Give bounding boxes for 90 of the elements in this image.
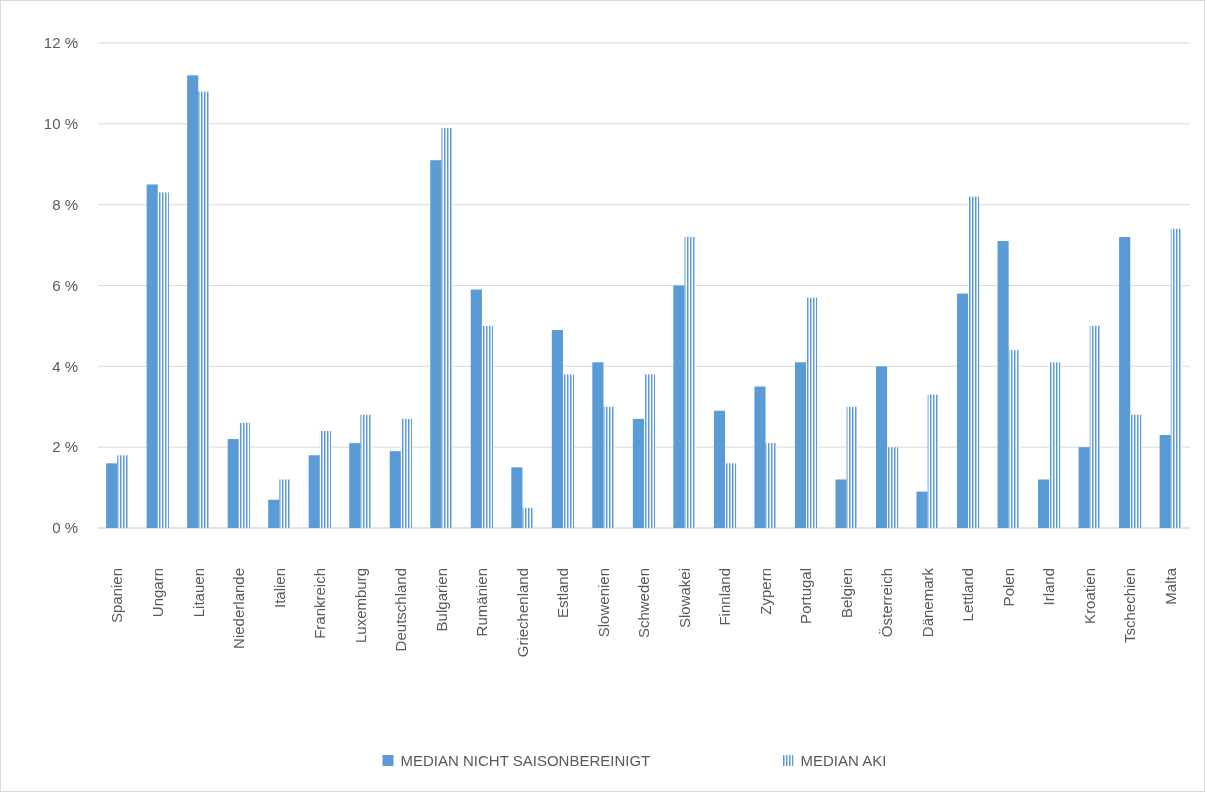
x-tick-label: Zypern [756, 568, 774, 615]
bar [562, 374, 575, 528]
bar [1170, 228, 1182, 528]
y-tick-label: 0 % [52, 519, 78, 537]
bar [187, 75, 199, 528]
x-tick-label: Slowenien [594, 568, 612, 638]
bar [1119, 237, 1131, 528]
x-tick-label: Polen [999, 568, 1017, 607]
bar [1078, 447, 1090, 528]
bar [268, 499, 280, 528]
y-tick-label: 10 % [43, 115, 78, 133]
bar [997, 241, 1009, 528]
bar [389, 451, 401, 528]
bar [1089, 325, 1101, 528]
bar [927, 394, 939, 528]
x-tick-label: Kroatien [1080, 568, 1098, 624]
bar [470, 289, 482, 528]
x-tick-label: Niederlande [230, 568, 248, 649]
bar [1038, 479, 1050, 528]
bar [238, 422, 250, 528]
bar [603, 406, 615, 528]
bar [198, 91, 210, 528]
x-tick-label: Irland [1040, 568, 1058, 606]
x-tick-label: Rumänien [473, 568, 491, 637]
bar [887, 447, 899, 528]
x-tick-label: Ungarn [149, 568, 167, 618]
y-tick-label: 8 % [52, 195, 78, 213]
x-tick-label: Finnland [716, 568, 734, 626]
bar [835, 479, 847, 528]
x-tick-label: Estland [554, 568, 572, 619]
x-tick-label: Griechenland [513, 568, 531, 658]
bar [765, 443, 777, 528]
bar [400, 418, 413, 528]
x-tick-label: Belgien [837, 568, 855, 619]
x-tick-label: Bulgarien [432, 568, 450, 632]
bar [481, 325, 494, 528]
bar [1130, 414, 1142, 528]
bar [754, 386, 766, 528]
x-tick-label: Luxemburg [351, 568, 369, 644]
x-tick-label: Portugal [797, 568, 815, 624]
bar [360, 414, 372, 528]
x-tick-label: Tschechien [1121, 568, 1139, 644]
x-tick-label: Dänemark [918, 567, 936, 638]
bar [551, 329, 563, 528]
y-tick-label: 6 % [52, 276, 78, 294]
x-tick-label: Schweden [635, 568, 653, 639]
bar [308, 455, 320, 528]
bar [117, 455, 129, 528]
bar [725, 463, 737, 528]
bar [957, 293, 969, 528]
bar [279, 479, 291, 528]
bar [511, 467, 523, 528]
bar [592, 362, 604, 528]
bar [846, 406, 858, 528]
bar [441, 127, 453, 528]
bar [430, 160, 442, 528]
x-tick-label: Deutschland [392, 568, 410, 652]
bar [157, 192, 169, 528]
bar [319, 431, 331, 528]
x-tick-label: Lettland [959, 568, 977, 622]
x-tick-label: Slowakei [675, 568, 693, 629]
bar [916, 491, 928, 528]
bar [713, 410, 726, 528]
x-tick-label: Litauen [189, 568, 207, 618]
legend-label: MEDIAN NICHT SAISONBEREINIGT [400, 752, 651, 770]
x-tick-label: Spanien [108, 568, 126, 624]
bar [632, 418, 644, 528]
bar [1159, 435, 1171, 528]
bar [673, 285, 685, 528]
bar [106, 463, 118, 528]
bar [146, 184, 158, 528]
bar [522, 507, 534, 528]
x-tick-label: Österreich [878, 568, 896, 638]
bar [227, 439, 239, 528]
bar [684, 237, 696, 528]
bar [968, 196, 980, 528]
y-tick-label: 2 % [52, 438, 78, 456]
bar [806, 297, 818, 528]
x-tick-label: Frankreich [311, 568, 329, 639]
y-tick-label: 12 % [43, 34, 78, 52]
bar [1049, 362, 1061, 528]
legend-label: MEDIAN AKI [800, 752, 887, 770]
bar [1008, 350, 1020, 528]
y-tick-label: 4 % [52, 357, 78, 375]
x-tick-label: Malta [1162, 567, 1179, 605]
x-tick-label: Italien [270, 568, 288, 609]
bar [794, 362, 807, 528]
bar [349, 443, 361, 528]
bar [875, 366, 888, 528]
bar [644, 374, 656, 528]
